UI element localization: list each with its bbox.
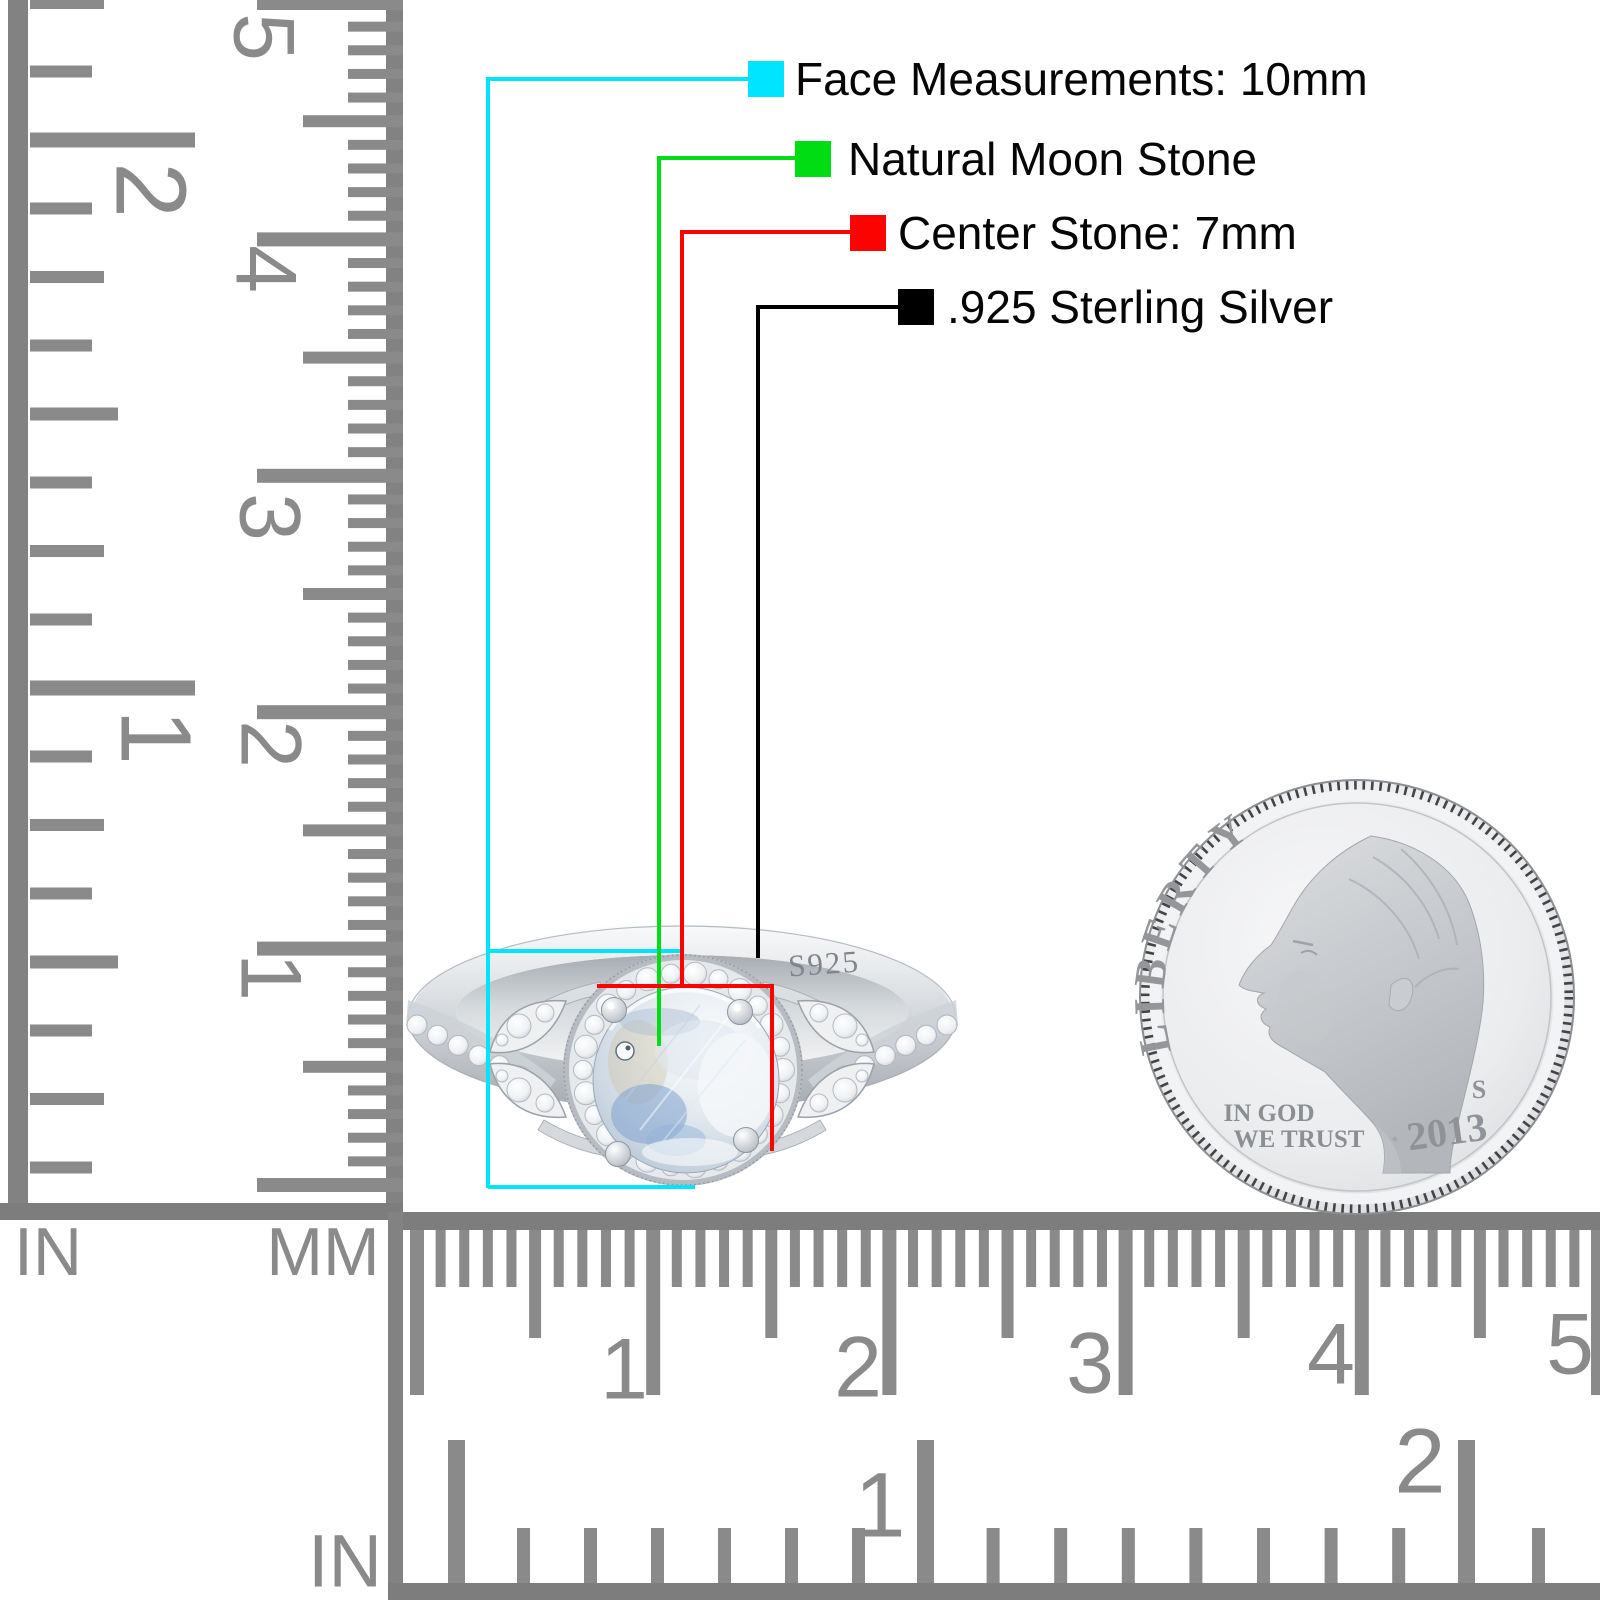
leaf-stones bbox=[495, 1003, 869, 1113]
legend-label-sterling-silver: .925 Sterling Silver bbox=[947, 281, 1334, 333]
h-cm-number-4: 4 bbox=[1307, 1306, 1355, 1403]
callout-line-center-stone bbox=[680, 230, 850, 987]
dime-motto-line2: WE TRUST bbox=[1234, 1126, 1365, 1153]
legend-label-face-measurements: Face Measurements: 10mm bbox=[795, 53, 1368, 105]
vertical-rulers-bottom-edge bbox=[0, 1203, 403, 1220]
cm-ruler-ticks bbox=[257, 0, 403, 1192]
unit-label-inch-vertical: IN bbox=[14, 1214, 82, 1290]
dime-reeded-edge bbox=[1141, 781, 1573, 1213]
dime-date: 2013 bbox=[1404, 1104, 1489, 1160]
ruler-vertical-cm bbox=[257, 0, 403, 1203]
legend-swatch-moon-stone bbox=[795, 141, 831, 177]
legend-swatch-sterling-silver bbox=[898, 289, 934, 325]
h-cm-number-1: 1 bbox=[600, 1321, 648, 1418]
callout-line-face-measurements bbox=[486, 77, 748, 1188]
unit-label-inch-horizontal: IN bbox=[308, 1519, 382, 1600]
v-cm-number-4: 4 bbox=[217, 245, 314, 293]
prongs bbox=[601, 997, 759, 1167]
dime-motto-line1: IN GOD bbox=[1224, 1100, 1315, 1127]
legend-label-center-stone: Center Stone: 7mm bbox=[898, 207, 1297, 259]
v-cm-number-5: 5 bbox=[215, 13, 312, 61]
dime-photo: LIBERTY IN GOD WE TRUST S 2013 bbox=[1125, 779, 1575, 1215]
v-cm-number-3: 3 bbox=[221, 493, 318, 541]
roosevelt-portrait bbox=[1238, 835, 1485, 1174]
horizontal-inch-ticks bbox=[448, 1440, 1545, 1583]
legend-label-moon-stone: Natural Moon Stone bbox=[848, 133, 1258, 185]
ring-photo: S925 bbox=[406, 923, 958, 1186]
ruler-horizontal bbox=[388, 1212, 1600, 1600]
callout-line-sterling-silver bbox=[756, 305, 898, 958]
unit-label-mm: MM bbox=[266, 1214, 380, 1290]
h-cm-number-2: 2 bbox=[834, 1319, 882, 1416]
inch-ruler-ticks bbox=[30, 0, 195, 1174]
ear bbox=[1388, 978, 1414, 1012]
h-cm-number-3: 3 bbox=[1066, 1315, 1114, 1412]
h-inch-number-2: 2 bbox=[1394, 1410, 1446, 1513]
horizontal-cm-ticks bbox=[410, 1230, 1600, 1395]
dime-mint-mark: S bbox=[1472, 1075, 1486, 1104]
v-cm-number-2: 2 bbox=[222, 720, 319, 768]
v-cm-number-1: 1 bbox=[222, 953, 319, 1001]
legend-swatch-face-measurements bbox=[748, 61, 784, 97]
h-inch-number-1: 1 bbox=[854, 1454, 906, 1557]
ring-engraving: S925 bbox=[787, 944, 861, 984]
h-cm-number-5: 5 bbox=[1546, 1296, 1594, 1393]
callout-center-stone-box bbox=[597, 984, 774, 1151]
callout-line-moon-stone bbox=[657, 156, 795, 1046]
v-inch-number-2: 2 bbox=[94, 162, 207, 218]
v-inch-number-1: 1 bbox=[99, 709, 212, 765]
ruler-vertical-inch bbox=[8, 0, 195, 1203]
legend-swatch-center-stone bbox=[850, 215, 886, 251]
callout-lines bbox=[486, 77, 898, 1189]
